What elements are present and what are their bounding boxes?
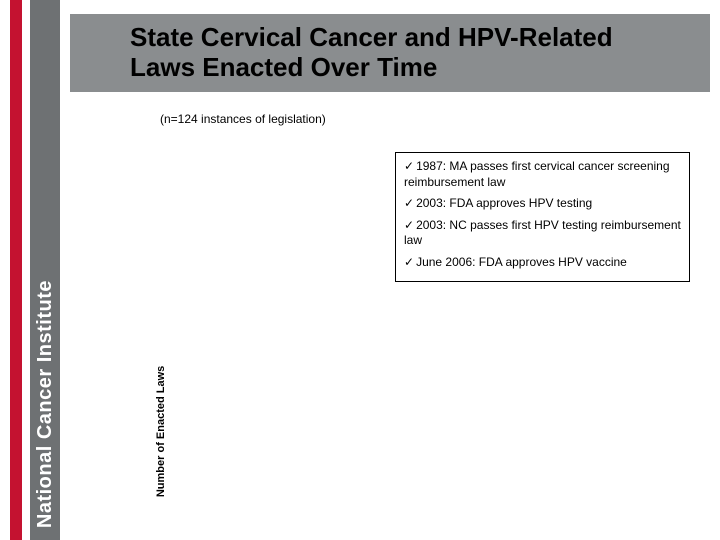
milestone-text: 1987: MA passes first cervical cancer sc… <box>404 159 670 189</box>
red-accent-stripe <box>10 0 22 540</box>
milestones-box: ✓1987: MA passes first cervical cancer s… <box>395 152 690 282</box>
milestone-text: 2003: FDA approves HPV testing <box>416 196 592 210</box>
sample-size-note: (n=124 instances of legislation) <box>160 112 326 126</box>
milestone-text: 2003: NC passes first HPV testing reimbu… <box>404 218 681 248</box>
check-icon: ✓ <box>404 255 414 269</box>
check-icon: ✓ <box>404 196 414 210</box>
milestone-item: ✓2003: NC passes first HPV testing reimb… <box>404 218 681 249</box>
check-icon: ✓ <box>404 218 414 232</box>
milestone-item: ✓June 2006: FDA approves HPV vaccine <box>404 255 681 271</box>
milestone-item: ✓1987: MA passes first cervical cancer s… <box>404 159 681 190</box>
check-icon: ✓ <box>404 159 414 173</box>
page-title: State Cervical Cancer and HPV-Related La… <box>130 23 660 83</box>
title-bar: State Cervical Cancer and HPV-Related La… <box>70 14 710 92</box>
gray-branding-stripe: National Cancer Institute <box>30 0 60 540</box>
branding-stripe: National Cancer Institute <box>0 0 70 540</box>
milestone-text: June 2006: FDA approves HPV vaccine <box>416 255 627 269</box>
y-axis-label: Number of Enacted Laws <box>155 366 167 497</box>
institute-name: National Cancer Institute <box>34 268 57 540</box>
milestone-item: ✓2003: FDA approves HPV testing <box>404 196 681 212</box>
